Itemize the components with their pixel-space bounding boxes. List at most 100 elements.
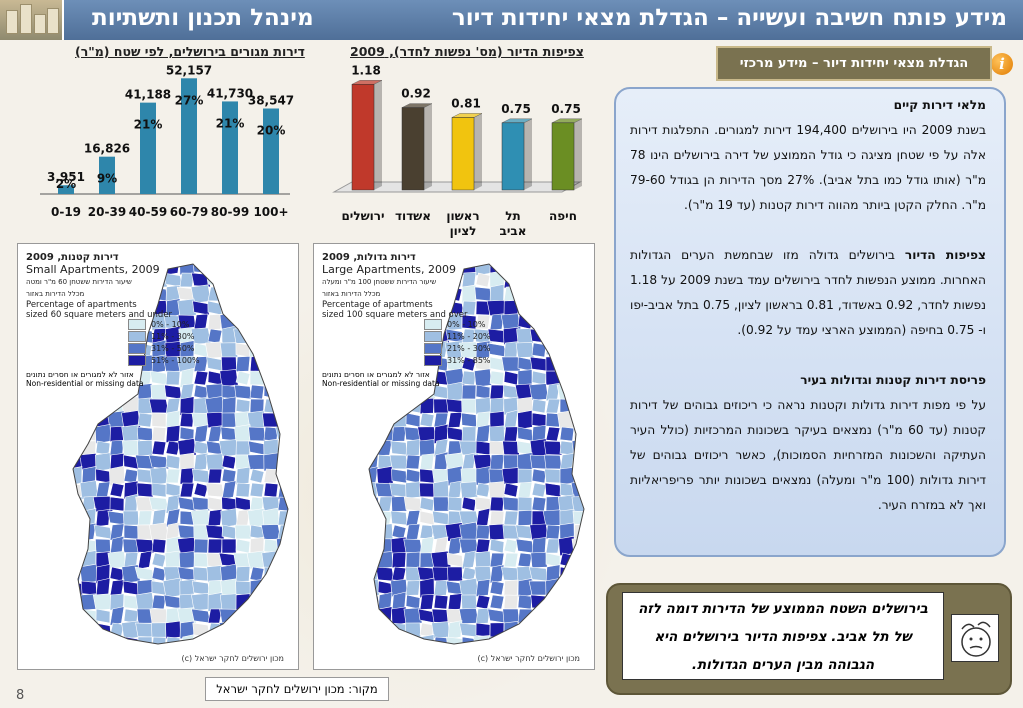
small-map-sub-he-2: מכלל הדירות באזור bbox=[26, 290, 85, 298]
map-district bbox=[475, 424, 491, 444]
map-district bbox=[515, 636, 535, 644]
legend-label: 21% - 30% bbox=[447, 343, 491, 353]
map-district bbox=[503, 370, 519, 386]
map-district bbox=[179, 396, 195, 416]
map-district bbox=[193, 424, 209, 444]
map-district bbox=[391, 495, 407, 513]
map-district bbox=[291, 413, 298, 427]
map-district bbox=[502, 608, 520, 624]
map-district bbox=[369, 535, 382, 557]
section1-text: בשנת 2009 היו בירושלים 194,400 דירות למג… bbox=[630, 123, 987, 212]
map-district bbox=[369, 341, 381, 359]
map-district bbox=[503, 510, 519, 526]
map-district bbox=[585, 301, 594, 315]
map-district bbox=[517, 285, 533, 303]
map-district bbox=[249, 286, 265, 302]
map-district bbox=[369, 440, 381, 456]
map-district bbox=[263, 264, 279, 274]
map-district bbox=[178, 551, 196, 569]
map-district bbox=[573, 384, 584, 400]
map-district bbox=[73, 635, 83, 644]
map-district bbox=[220, 508, 238, 528]
source-note: מקור: מכון ירושלים לחקר ישראל bbox=[205, 677, 389, 701]
map-district bbox=[559, 369, 575, 387]
tick-label: 100+ bbox=[253, 205, 288, 219]
map-district bbox=[263, 398, 279, 414]
map-district bbox=[419, 412, 435, 428]
map-district bbox=[109, 482, 125, 498]
map-district bbox=[503, 636, 519, 644]
map-district bbox=[571, 594, 584, 610]
tick-label: אשדוד bbox=[395, 209, 431, 223]
bar bbox=[222, 101, 238, 194]
legend-label: 31% - 85% bbox=[447, 355, 491, 365]
map-district bbox=[517, 608, 533, 624]
map-district bbox=[95, 452, 111, 472]
map-district bbox=[461, 356, 477, 372]
map-district bbox=[502, 440, 520, 456]
map-district bbox=[559, 340, 575, 360]
map-district bbox=[68, 651, 82, 665]
map-district bbox=[517, 264, 533, 274]
map-district bbox=[235, 264, 251, 274]
map-district bbox=[417, 426, 437, 442]
map-district bbox=[447, 593, 463, 611]
map-district bbox=[247, 328, 267, 344]
map-district bbox=[389, 339, 409, 361]
map-district bbox=[448, 651, 462, 665]
map-district bbox=[149, 522, 169, 542]
map-district bbox=[461, 384, 477, 400]
map-district bbox=[191, 608, 211, 624]
map-district bbox=[193, 552, 209, 568]
map-district bbox=[207, 300, 223, 316]
map-district bbox=[94, 398, 112, 414]
map-district bbox=[405, 594, 421, 610]
map-district bbox=[149, 370, 169, 386]
map-district bbox=[263, 593, 279, 611]
map-district bbox=[151, 594, 167, 610]
map-district bbox=[137, 636, 153, 644]
map-district bbox=[432, 510, 450, 526]
map-district bbox=[263, 356, 279, 372]
map-district bbox=[221, 454, 237, 470]
map-district bbox=[261, 579, 281, 597]
value-label: 0.81 bbox=[451, 96, 481, 110]
map-district bbox=[489, 384, 505, 400]
map-district bbox=[531, 636, 547, 644]
map-district bbox=[292, 553, 298, 567]
map-district bbox=[151, 482, 167, 498]
map-district bbox=[290, 497, 298, 511]
map-district bbox=[587, 355, 594, 373]
map-district bbox=[165, 440, 181, 456]
map-district bbox=[489, 425, 505, 443]
map-district bbox=[489, 510, 505, 526]
map-district bbox=[474, 368, 492, 388]
map-district bbox=[263, 468, 279, 484]
map-district bbox=[573, 452, 584, 472]
map-district bbox=[73, 424, 85, 444]
map-district bbox=[166, 651, 180, 665]
map-district bbox=[248, 313, 266, 331]
map-district bbox=[475, 578, 491, 598]
legend-label: 0% - 10% bbox=[447, 319, 486, 329]
map-district bbox=[292, 538, 298, 554]
map-district bbox=[207, 425, 223, 443]
map-district bbox=[369, 621, 380, 639]
map-district bbox=[136, 579, 154, 597]
map-district bbox=[369, 412, 381, 428]
map-district bbox=[369, 426, 379, 442]
map-district bbox=[151, 552, 167, 568]
section2-text: בירושלים גדולה מזו שבחמשת הערים הגדולות … bbox=[630, 248, 986, 337]
info-tab: הגדלת מצאי יחידות דיור – מידע מרכזי bbox=[716, 46, 992, 81]
map-district bbox=[110, 651, 124, 665]
map-district bbox=[588, 272, 594, 287]
map-district bbox=[503, 264, 519, 274]
map-district bbox=[73, 507, 83, 529]
map-district bbox=[179, 482, 195, 498]
map-district bbox=[545, 635, 561, 644]
large-map-legend: 0% - 10% 11% - 20% 21% - 30% 31% - 85% bbox=[424, 318, 491, 366]
map-district bbox=[460, 481, 478, 499]
map-district bbox=[247, 272, 267, 288]
legend-label: 51% - 100% bbox=[151, 355, 200, 365]
map-district bbox=[405, 412, 421, 428]
